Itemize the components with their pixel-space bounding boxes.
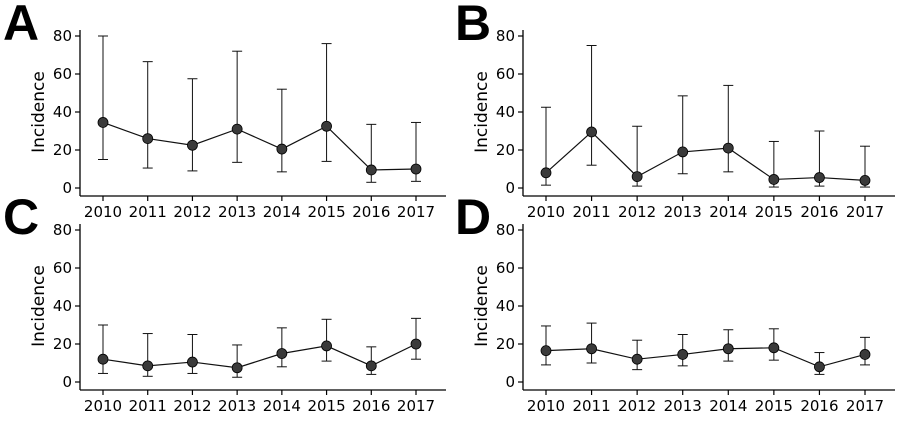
- panel-b-y-tick-label: 40: [496, 103, 515, 121]
- panel-d-x-tick-label: 2017: [846, 397, 884, 415]
- panel-a-data-point: [365, 164, 377, 176]
- panel-b-y-tick-label: 20: [496, 141, 515, 159]
- panel-a-x-tick-label: 2013: [218, 203, 256, 221]
- panel-b-x-tick-label: 2015: [755, 203, 793, 221]
- panel-b-x-tick-label: 2013: [664, 203, 702, 221]
- panel-d-data-point: [540, 345, 552, 357]
- panel-b-letter: B: [455, 0, 491, 51]
- panel-b-data-point: [677, 146, 689, 158]
- panel-a-letter: A: [3, 0, 39, 51]
- panel-b-data-point: [859, 174, 871, 186]
- panel-d-x-tick-label: 2014: [709, 397, 747, 415]
- panel-d-data-point: [586, 343, 597, 355]
- panel-a-data-point: [231, 123, 243, 135]
- panel-d-y-tick-label: 60: [496, 259, 515, 277]
- panel-a-y-tick-label: 0: [62, 179, 72, 197]
- panel-d-letter: D: [455, 189, 491, 245]
- panel-b-data-point: [631, 171, 643, 183]
- panel-c-y-tick-label: 80: [53, 221, 72, 239]
- panel-d-y-tick-label: 80: [496, 221, 515, 239]
- panel-c-y-axis-title: Incidence: [29, 265, 49, 347]
- panel-c-data-point: [276, 348, 288, 359]
- panel-d-x-tick-label: 2010: [527, 397, 565, 415]
- panel-d-data-point: [631, 353, 643, 365]
- panel-b-x-tick-label: 2016: [800, 203, 838, 221]
- panel-a-x-tick-label: 2011: [129, 203, 167, 221]
- panel-a-x-tick-label: 2016: [352, 203, 390, 221]
- panel-b-x-tick-label: 2017: [846, 203, 884, 221]
- panel-c-data-point: [97, 353, 109, 365]
- panel-d-data-point: [859, 349, 871, 360]
- panel-b-x-tick-label: 2012: [618, 203, 656, 221]
- panel-a-x-tick-label: 2014: [263, 203, 301, 221]
- panel-b-y-tick-label: 60: [496, 65, 515, 83]
- panel-d-x-tick-label: 2012: [618, 397, 656, 415]
- panel-a-data-point: [187, 139, 198, 151]
- panel-d-data-point: [768, 342, 780, 354]
- panel-d-series-line: [545, 347, 866, 368]
- panel-b-data-point: [768, 174, 780, 185]
- panel-b-x-tick-label: 2011: [572, 203, 610, 221]
- panel-c-x-tick-label: 2017: [397, 397, 435, 415]
- panel-a-data-point: [321, 120, 332, 132]
- panel-c-y-tick-label: 60: [53, 259, 72, 277]
- panel-b-y-tick-label: 0: [505, 179, 515, 197]
- panel-c-x-tick-label: 2013: [218, 397, 256, 415]
- panel-b-series-line: [545, 131, 866, 181]
- panel-c-series-line: [102, 343, 417, 369]
- panel-b-x-tick-label: 2010: [527, 203, 565, 221]
- panel-a-y-tick-label: 60: [53, 65, 72, 83]
- panel-c-data-point: [187, 356, 198, 368]
- panel-c-letter: C: [3, 189, 39, 245]
- panel-c-x-tick-label: 2011: [129, 397, 167, 415]
- panel-d-y-tick-label: 20: [496, 335, 515, 353]
- panel-d-x-tick-label: 2016: [800, 397, 838, 415]
- panel-a-y-tick-label: 80: [53, 27, 72, 45]
- panel-c-data-point: [321, 340, 332, 352]
- panel-d-y-axis-title: Incidence: [472, 265, 492, 347]
- panel-b-y-axis-title: Incidence: [472, 71, 492, 153]
- panel-a-x-tick-label: 2012: [173, 203, 211, 221]
- panel-c-x-tick-label: 2015: [307, 397, 345, 415]
- panel-a-x-tick-label: 2015: [307, 203, 345, 221]
- panel-a-data-point: [142, 133, 154, 145]
- panel-b-data-point: [586, 126, 597, 138]
- panel-b-data-point: [540, 167, 552, 179]
- panel-d-y-tick-label: 40: [496, 297, 515, 315]
- panel-c-data-point: [231, 362, 243, 374]
- panel-d-y-tick-label: 0: [505, 373, 515, 391]
- panel-d-data-point: [722, 343, 734, 355]
- panel-c-x-tick-label: 2014: [263, 397, 301, 415]
- panel-a-y-axis-title: Incidence: [29, 71, 49, 153]
- panel-c-data-point: [365, 360, 377, 372]
- panel-c-y-tick-label: 40: [53, 297, 72, 315]
- panel-c-y-tick-label: 20: [53, 335, 72, 353]
- panel-c-x-tick-label: 2012: [173, 397, 211, 415]
- panel-c-data-point: [410, 338, 422, 350]
- panel-c-data-point: [142, 360, 154, 372]
- panel-d-x-tick-label: 2011: [572, 397, 610, 415]
- panel-d-data-point: [677, 349, 689, 360]
- panel-a-series-line: [102, 121, 417, 171]
- panel-a-y-tick-label: 40: [53, 103, 72, 121]
- panel-c-x-tick-label: 2010: [84, 397, 122, 415]
- panel-a-x-tick-label: 2017: [397, 203, 435, 221]
- panel-d-x-tick-label: 2015: [755, 397, 793, 415]
- panel-c-y-tick-label: 0: [62, 373, 72, 391]
- panel-a-x-tick-label: 2010: [84, 203, 122, 221]
- panel-b-data-point: [814, 172, 825, 183]
- panel-b-y-tick-label: 80: [496, 27, 515, 45]
- panel-a-y-tick-label: 20: [53, 141, 72, 159]
- panel-a-data-point: [276, 143, 288, 155]
- panel-b-data-point: [722, 142, 734, 154]
- panel-a-data-point: [410, 163, 422, 175]
- panel-c-x-tick-label: 2016: [352, 397, 390, 415]
- panel-d-data-point: [814, 361, 825, 373]
- panel-a-data-point: [97, 117, 109, 128]
- panel-b-x-tick-label: 2014: [709, 203, 747, 221]
- panel-d-x-tick-label: 2013: [664, 397, 702, 415]
